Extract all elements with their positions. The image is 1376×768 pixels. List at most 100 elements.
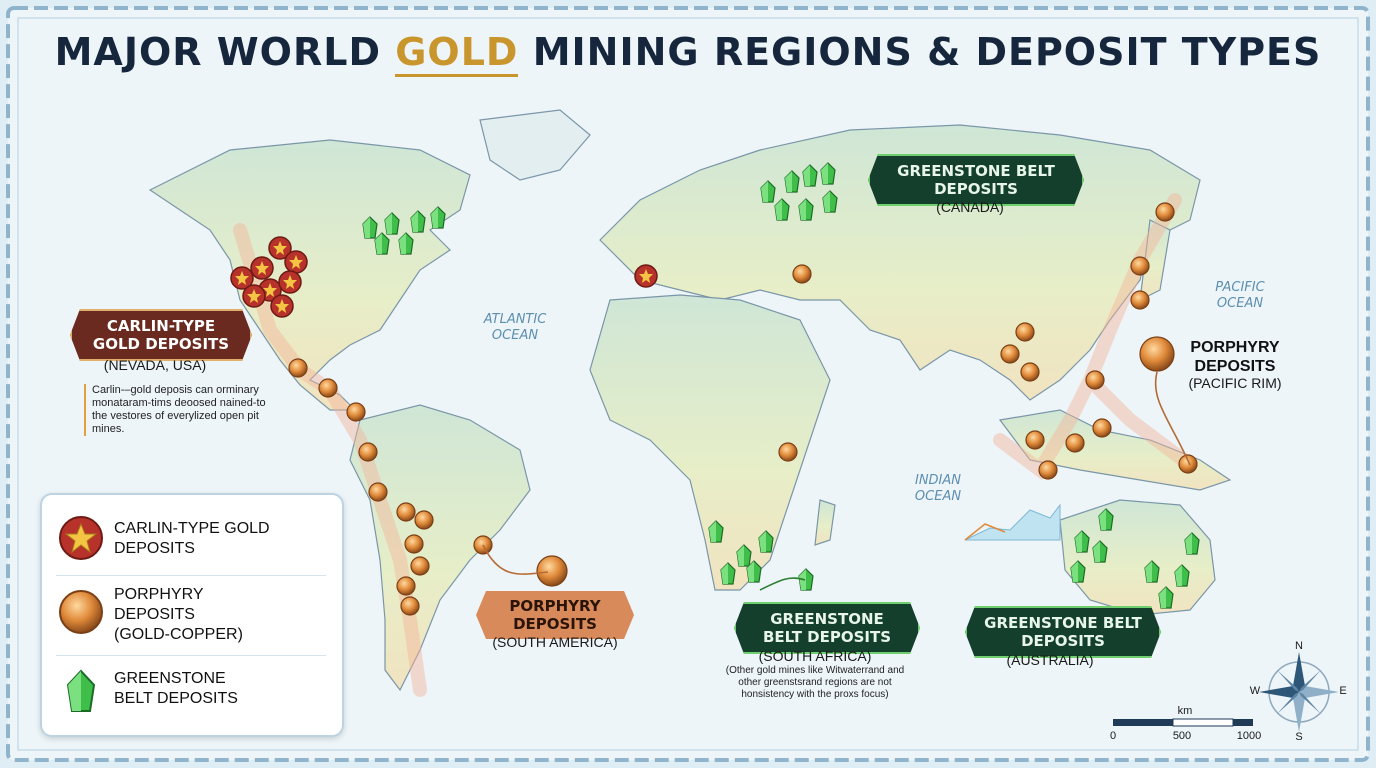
porphyry-marker bbox=[1065, 433, 1085, 453]
porphyry-marker bbox=[1025, 430, 1045, 450]
southeast-asia-islands bbox=[998, 409, 1232, 491]
porphyry-marker bbox=[396, 576, 416, 596]
greenstone-australia-sub: (AUSTRALIA) bbox=[1006, 652, 1094, 668]
greenstone-crystal-marker bbox=[708, 520, 724, 543]
carlin-region-label: CARLIN-TYPE GOLD DEPOSITS bbox=[70, 309, 252, 361]
compass-n: N bbox=[1295, 640, 1303, 652]
porphyry-marker bbox=[1092, 418, 1112, 438]
greenstone-crystal-marker bbox=[798, 198, 814, 221]
greenstone-crystal-marker bbox=[798, 568, 814, 591]
atlantic-ocean-label: ATLANTIC OCEAN bbox=[483, 312, 547, 343]
title-part-1: MAJOR WORLD bbox=[54, 30, 396, 74]
scale-unit: km bbox=[1177, 705, 1193, 717]
carlin-star-marker bbox=[230, 266, 254, 290]
porphyry-marker bbox=[358, 442, 378, 462]
leader-line-sa bbox=[482, 544, 549, 575]
greenstone-crystal-marker bbox=[802, 164, 818, 187]
legend-item-porphyry: PORPHYRY DEPOSITS (GOLD-COPPER) bbox=[42, 579, 342, 651]
leader-line-pacific bbox=[1154, 371, 1191, 466]
porphyry-marker bbox=[368, 482, 388, 502]
greenland-landmass bbox=[479, 109, 591, 181]
compass-e: E bbox=[1339, 685, 1347, 697]
madagascar-landmass bbox=[814, 499, 836, 546]
greenstone-australia-label: GREENSTONE BELT DEPOSITS bbox=[965, 606, 1161, 658]
greenstone-crystal-marker bbox=[410, 210, 426, 233]
legend-label-porphyry: PORPHYRY DEPOSITS (GOLD-COPPER) bbox=[114, 586, 243, 643]
carlin-star-marker bbox=[268, 236, 292, 260]
greenstone-crystal-marker bbox=[784, 170, 800, 193]
greenstone-canada-sub: (CANADA) bbox=[936, 199, 1004, 215]
porphyry-sa-label: PORPHYRY DEPOSITS bbox=[476, 591, 634, 639]
carlin-region-sub: (NEVADA, USA) bbox=[103, 357, 207, 373]
south-america-landmass bbox=[349, 404, 531, 692]
porphyry-marker bbox=[318, 378, 338, 398]
legend-item-carlin: CARLIN-TYPE GOLD DEPOSITS bbox=[42, 503, 342, 575]
carlin-star-marker bbox=[250, 256, 274, 280]
porphyry-marker bbox=[1000, 344, 1020, 364]
greenstone-africa-label: GREENSTONE BELT DEPOSITS bbox=[734, 602, 920, 654]
greenstone-crystal-marker bbox=[736, 544, 752, 567]
porphyry-marker bbox=[1015, 322, 1035, 342]
compass-w: W bbox=[1249, 685, 1261, 697]
greenstone-crystal-marker bbox=[720, 562, 736, 585]
australia-landmass bbox=[1059, 499, 1216, 616]
porphyry-marker bbox=[778, 442, 798, 462]
porphyry-marker bbox=[400, 596, 420, 616]
greenstone-crystal-marker bbox=[746, 560, 762, 583]
greenstone-crystal-marker bbox=[820, 162, 836, 185]
carlin-star-marker bbox=[284, 250, 308, 274]
porphyry-marker bbox=[404, 534, 424, 554]
greenstone-crystal-marker bbox=[1070, 560, 1086, 583]
page-title: MAJOR WORLD GOLD MINING REGIONS & DEPOSI… bbox=[0, 30, 1376, 77]
greenstone-canada-label: GREENSTONE BELT DEPOSITS bbox=[868, 154, 1084, 206]
legend-divider bbox=[56, 575, 326, 576]
greenstone-crystal-marker bbox=[1098, 508, 1114, 531]
greenstone-crystal-marker bbox=[384, 212, 400, 235]
green-crystal-icon bbox=[66, 669, 96, 712]
legend-item-greenstone: GREENSTONE BELT DEPOSITS bbox=[42, 659, 342, 731]
compass-s: S bbox=[1295, 731, 1303, 743]
scale-tick-500: 500 bbox=[1172, 730, 1192, 742]
greenstone-crystal-marker bbox=[362, 216, 378, 239]
legend-panel: CARLIN-TYPE GOLD DEPOSITS PORPHYRY DEPOS… bbox=[40, 493, 344, 737]
title-highlight-gold: GOLD bbox=[395, 30, 519, 77]
greenstone-crystal-marker bbox=[822, 190, 838, 213]
porphyry-marker bbox=[1020, 362, 1040, 382]
indian-ocean-label: INDIAN OCEAN bbox=[914, 473, 962, 504]
compass-rose bbox=[1259, 652, 1339, 732]
porphyry-marker bbox=[396, 502, 416, 522]
porphyry-marker bbox=[1139, 336, 1175, 372]
greenstone-crystal-marker bbox=[758, 530, 774, 553]
legend-label-carlin: CARLIN-TYPE GOLD DEPOSITS bbox=[114, 520, 270, 557]
porphyry-marker bbox=[1178, 454, 1198, 474]
carlin-star-marker bbox=[270, 294, 294, 318]
greenstone-crystal-marker bbox=[430, 206, 446, 229]
porphyry-marker bbox=[410, 556, 430, 576]
japan-landmass bbox=[1139, 219, 1171, 302]
greenstone-crystal-marker bbox=[1184, 532, 1200, 555]
porphyry-marker bbox=[1155, 202, 1175, 222]
greenstone-crystal-marker bbox=[1174, 564, 1190, 587]
porphyry-marker bbox=[414, 510, 434, 530]
greenstone-crystal-marker bbox=[1144, 560, 1160, 583]
carlin-note: Carlin-–gold deposis can orminary monata… bbox=[84, 384, 282, 436]
greenstone-crystal-marker bbox=[1158, 586, 1174, 609]
porphyry-marker bbox=[792, 264, 812, 284]
pacific-ocean-label: PACIFIC OCEAN bbox=[1215, 280, 1265, 311]
porphyry-marker bbox=[536, 555, 568, 587]
greenstone-crystal-marker bbox=[760, 180, 776, 203]
scale-tick-1000: 1000 bbox=[1236, 730, 1262, 742]
porphyry-marker bbox=[1038, 460, 1058, 480]
porphyry-pacific-label: PORPHYRY DEPOSITS bbox=[1190, 339, 1280, 375]
carlin-star-marker bbox=[242, 284, 266, 308]
greenstone-crystal-marker bbox=[398, 232, 414, 255]
porphyry-marker bbox=[1130, 290, 1150, 310]
star-marker-icon bbox=[59, 516, 103, 560]
porphyry-marker bbox=[1130, 256, 1150, 276]
leader-line-africa bbox=[759, 577, 806, 591]
legend-divider bbox=[56, 655, 326, 656]
deposit-markers bbox=[230, 162, 1200, 616]
greenstone-crystal-marker bbox=[774, 198, 790, 221]
scale-tick-0: 0 bbox=[1109, 730, 1117, 742]
